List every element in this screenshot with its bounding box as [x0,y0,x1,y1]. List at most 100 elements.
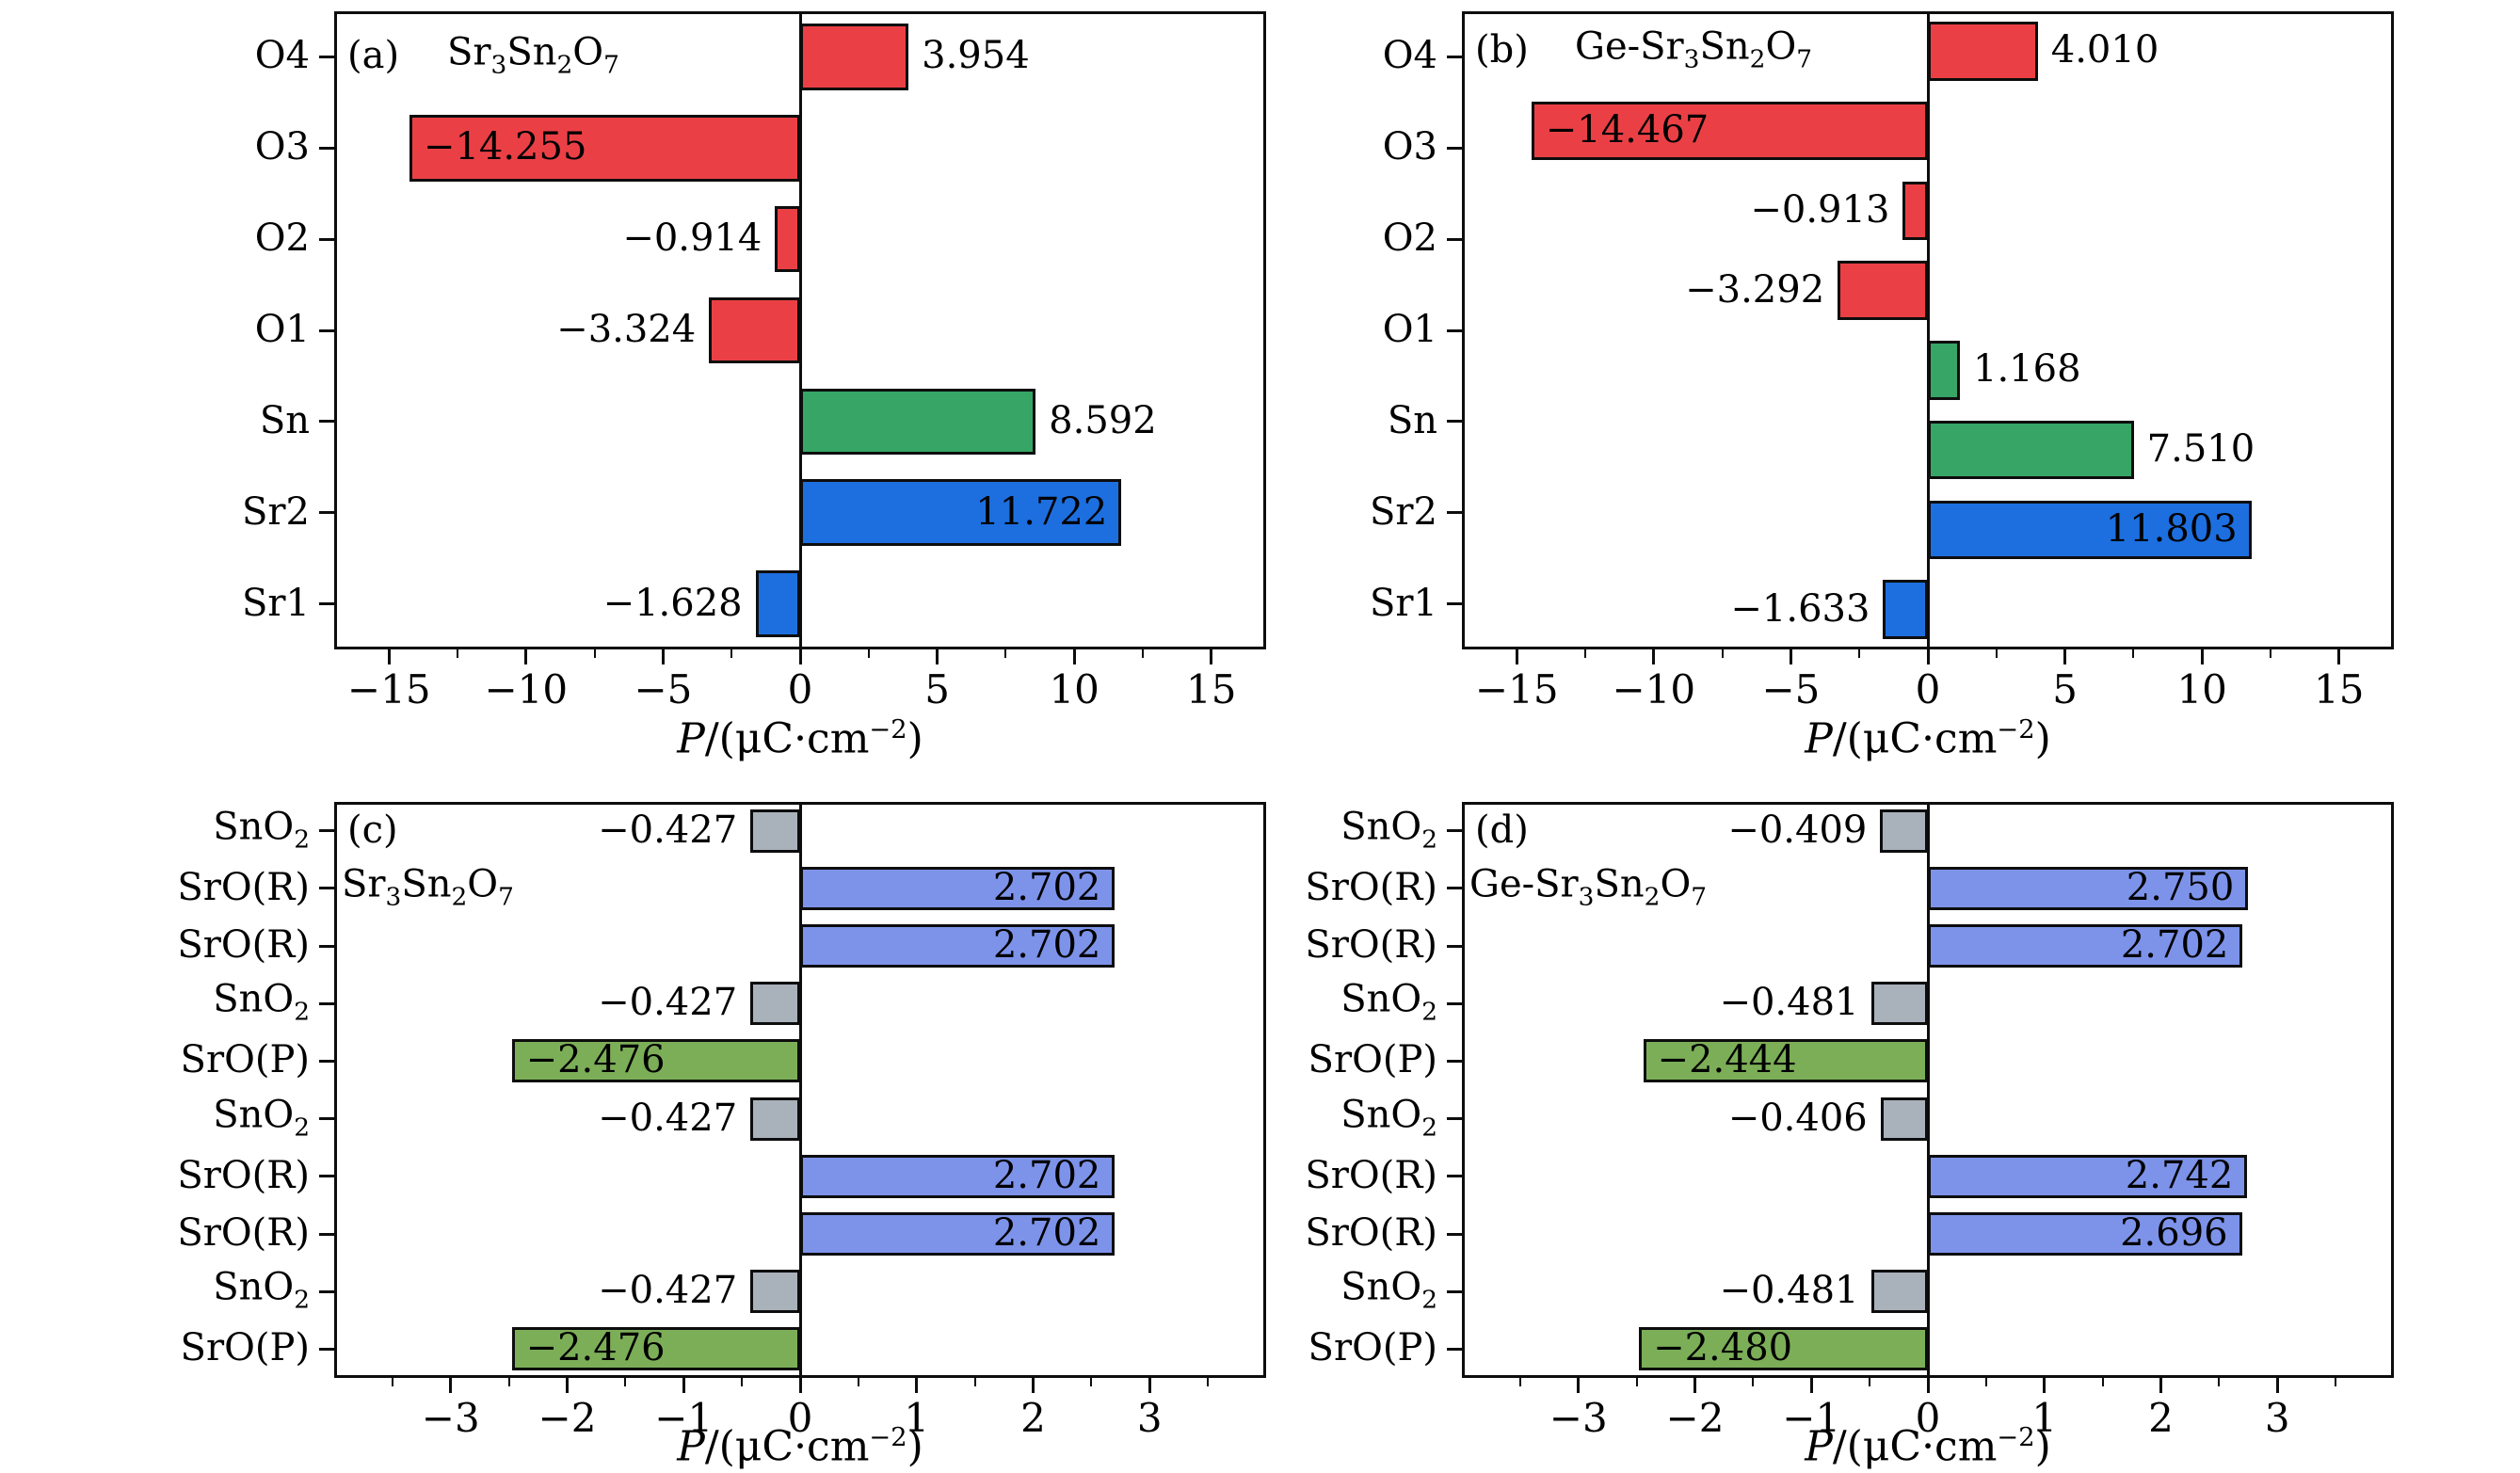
ytick-mark [319,146,334,150]
bar [409,114,800,182]
subscript: 2 [1421,997,1437,1027]
xtick-label: 5 [924,666,950,712]
ytick-label: SrO(R) [1305,865,1437,909]
panel-title: Sr3Sn2O7 [447,30,619,80]
bar-value-label: −3.292 [1685,267,1825,312]
bar-value-label: −2.480 [1653,1326,1793,1370]
xtick-minor-mark [1984,1378,1987,1386]
ytick-label: SrO(R) [1305,1153,1437,1197]
xtick-minor-mark [973,1378,976,1386]
xtick-label: 10 [2176,666,2227,712]
ytick-mark [1447,887,1462,890]
ytick-label: O3 [254,125,310,169]
xtick-mark [798,1378,802,1393]
x-axis-label-sup: −2 [869,1423,907,1452]
bar-value-label: −0.427 [598,1269,738,1313]
xtick-label: −10 [1612,666,1696,712]
ytick-label: SrO(P) [180,1038,310,1082]
bar [1643,1039,1928,1083]
x-axis-label-tail: ) [2034,714,2051,763]
ytick-label: SrO(R) [177,1153,310,1197]
bar [511,1039,800,1083]
xtick-minor-mark [1752,1378,1755,1386]
subscript: 3 [490,50,507,80]
xtick-label: −3 [421,1395,480,1441]
ytick-mark [1447,146,1462,150]
xtick-label: −15 [346,666,431,712]
xtick-mark [915,1378,919,1393]
xtick-mark [449,1378,453,1393]
xtick-minor-mark [2335,1378,2337,1386]
ytick-label: Sn [259,399,310,443]
bar-value-label: −0.427 [598,981,738,1025]
xtick-label: −5 [1761,666,1821,712]
xtick-mark [2337,649,2341,664]
xtick-minor-mark [1207,1378,1210,1386]
bar-value-label: −14.255 [423,125,587,169]
xtick-minor-mark [1721,649,1724,658]
bar [800,866,1116,910]
xtick-mark [1926,1378,1930,1393]
xtick-minor-mark [2269,649,2271,658]
bar-value-label: −3.324 [556,308,697,352]
ytick-mark [1447,1001,1462,1005]
xtick-minor-mark [1858,649,1861,658]
bar-value-label: 2.702 [992,923,1101,968]
bar-value-label: 11.803 [2105,507,2238,552]
ytick-mark [319,1059,334,1063]
bar [1838,261,1928,320]
ytick-label: Sr1 [242,581,310,625]
xtick-minor-mark [730,649,733,658]
ytick-mark [319,511,334,515]
xtick-mark [798,649,802,664]
ytick-mark [319,420,334,424]
xtick-label: 1 [2031,1395,2058,1441]
bar-value-label: −0.913 [1750,188,1890,232]
ytick-mark [1447,1232,1462,1236]
xtick-mark [1072,649,1076,664]
bar-value-label: −0.481 [1719,981,1859,1025]
ytick-label: SnO2 [1340,1265,1437,1315]
xtick-mark [682,1378,685,1393]
bar-value-label: 2.702 [992,1211,1101,1256]
x-axis-label-tail: ) [907,1422,923,1471]
bar-value-label: −2.476 [525,1326,666,1370]
x-axis-label-sup: −2 [1997,1423,2035,1452]
xtick-mark [2043,1378,2046,1393]
ytick-label: SnO2 [213,804,310,854]
ytick-label: SnO2 [213,977,310,1027]
panel-title: Sr3Sn2O7 [342,862,514,912]
bar [750,809,800,853]
bar [1880,809,1928,853]
panel-tag: (a) [347,34,400,78]
bar [1928,500,2252,560]
xtick-minor-mark [624,1378,627,1386]
xtick-label: 0 [1915,1395,1941,1441]
bar-value-label: −2.444 [1657,1038,1797,1082]
xtick-mark [1515,649,1518,664]
bar-value-label: −0.914 [622,216,762,261]
xtick-mark [2200,649,2204,664]
xtick-minor-mark [1635,1378,1638,1386]
zero-line [798,11,802,649]
xtick-mark [1789,649,1792,664]
bar-value-label: 11.722 [975,489,1108,534]
xtick-minor-mark [1869,1378,1871,1386]
bar [800,924,1116,968]
x-axis-label-sup: −2 [1997,715,2035,745]
xtick-mark [1926,649,1930,664]
ytick-label: SrO(R) [177,1211,310,1256]
bar [511,1327,800,1371]
xtick-minor-mark [457,649,459,658]
bar [1871,1270,1928,1314]
ytick-mark [1447,237,1462,241]
xtick-label: 3 [1136,1395,1163,1441]
ytick-mark [1447,1289,1462,1293]
ytick-label: O1 [254,308,310,352]
bar-value-label: 8.592 [1049,399,1157,443]
x-axis-label-sup: −2 [869,715,907,745]
ytick-label: Sr1 [1370,581,1437,625]
panel-tag: (d) [1475,808,1529,852]
ytick-mark [319,1232,334,1236]
